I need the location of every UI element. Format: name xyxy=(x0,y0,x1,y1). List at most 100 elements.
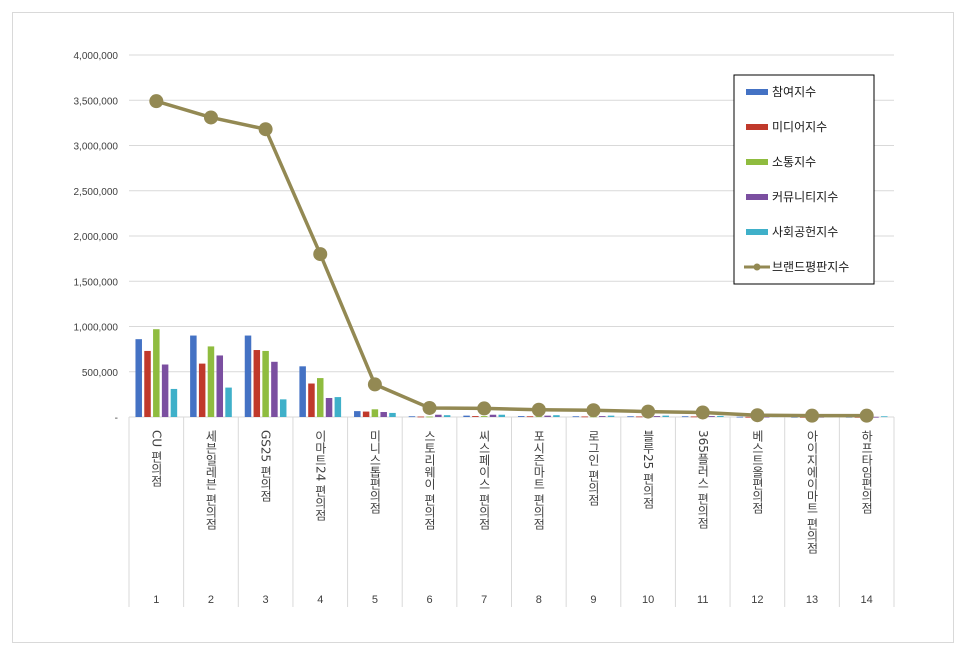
rank-label: 5 xyxy=(372,594,378,606)
category-label: 하프타임편의점 xyxy=(860,430,874,514)
bar xyxy=(553,415,560,417)
chart-frame xyxy=(12,12,954,643)
bar xyxy=(207,346,215,417)
bar xyxy=(253,350,261,417)
category-label: 베스트올편의점 xyxy=(750,430,764,514)
bar xyxy=(745,416,752,418)
bar xyxy=(389,412,396,417)
bar xyxy=(170,388,178,417)
bar xyxy=(144,350,151,417)
y-tick-label: 4,000,000 xyxy=(74,51,119,62)
bar xyxy=(572,416,580,418)
bar xyxy=(472,416,479,417)
bar xyxy=(881,416,888,418)
rank-label: 6 xyxy=(426,594,432,606)
line-point xyxy=(149,94,164,109)
rank-label: 1 xyxy=(153,594,159,606)
line-point xyxy=(641,404,656,419)
bar xyxy=(408,416,416,418)
bar xyxy=(198,363,206,417)
bar xyxy=(662,415,669,417)
category-table: CU 편의점 1 세븐일레븐 편의점 2 GS25 편의점 3 이마트24 편의점 4 미니스톱… xyxy=(128,417,895,607)
category-label: CU 편의점 xyxy=(149,430,163,487)
rank-label: 8 xyxy=(536,594,542,606)
rank-label: 4 xyxy=(317,594,323,606)
legend-swatch xyxy=(746,124,768,130)
legend-label: 소통지수 xyxy=(772,155,816,169)
bar xyxy=(717,415,724,417)
bar xyxy=(544,415,551,417)
bar xyxy=(435,414,442,417)
bar xyxy=(317,378,324,417)
line-point xyxy=(422,400,437,415)
line-point xyxy=(313,247,328,262)
bar xyxy=(489,414,497,417)
category-label: 미니스톱편의점 xyxy=(368,430,382,514)
category-label: 스토리웨이 편의점 xyxy=(423,430,437,530)
line-point xyxy=(859,408,874,423)
category-label: 포시즌마트 편의점 xyxy=(532,430,546,530)
rank-label: 9 xyxy=(590,594,596,606)
line-point xyxy=(695,405,710,420)
y-tick-label: 500,000 xyxy=(82,368,119,379)
bar xyxy=(463,415,470,417)
line-point xyxy=(531,402,546,417)
bar xyxy=(690,416,698,418)
y-tick-label: 2,000,000 xyxy=(74,232,119,243)
bar xyxy=(262,350,269,417)
legend-marker xyxy=(753,263,761,271)
legend-label: 사회공헌지수 xyxy=(772,225,838,239)
legend-label: 커뮤니티지수 xyxy=(772,190,838,204)
bar xyxy=(872,416,879,418)
bar xyxy=(480,416,488,417)
bar xyxy=(380,412,387,417)
category-label: 블루25 편의점 xyxy=(641,430,655,510)
bar xyxy=(417,416,424,418)
bar xyxy=(135,339,142,417)
bar xyxy=(762,416,770,418)
legend-label: 참여지수 xyxy=(772,85,816,99)
bar xyxy=(354,411,361,417)
legend-swatch xyxy=(746,229,768,235)
category-label: 이마트24 편의점 xyxy=(313,430,327,522)
y-axis-ticks: 4,000,000 3,500,000 3,000,000 2,500,000 2,00… xyxy=(74,51,119,424)
bar xyxy=(299,366,306,417)
line-point xyxy=(805,408,820,423)
bar xyxy=(362,411,370,417)
y-tick-label: 2,500,000 xyxy=(74,187,119,198)
line-point xyxy=(586,403,601,418)
bar xyxy=(581,416,588,418)
bar xyxy=(325,397,333,417)
bar xyxy=(526,416,534,418)
bar xyxy=(426,416,433,418)
line-point xyxy=(750,408,765,423)
bar xyxy=(636,416,643,418)
category-label: 씨스페이스 편의점 xyxy=(477,430,491,530)
bar xyxy=(153,329,160,417)
bar xyxy=(443,415,451,417)
bars xyxy=(135,329,888,418)
brand-reputation-line xyxy=(149,94,874,423)
bar xyxy=(244,335,252,417)
bar xyxy=(308,383,315,417)
y-tick-label: 3,500,000 xyxy=(74,96,119,107)
y-tick-label: 1,000,000 xyxy=(74,323,119,334)
legend-swatch xyxy=(746,159,768,165)
bar xyxy=(498,414,506,417)
category-label: 365플러스 편의점 xyxy=(696,430,710,529)
bar xyxy=(225,387,232,417)
rank-label: 13 xyxy=(806,594,818,606)
bar xyxy=(599,416,606,417)
legend-label: 브랜드평판지수 xyxy=(772,260,849,274)
line-point xyxy=(258,122,273,137)
rank-label: 12 xyxy=(751,594,763,606)
bar xyxy=(736,416,744,418)
bar xyxy=(216,355,224,417)
bar xyxy=(271,361,278,417)
legend-box xyxy=(733,74,875,285)
bar xyxy=(517,416,525,417)
line-point xyxy=(477,401,492,416)
bar xyxy=(627,416,634,418)
